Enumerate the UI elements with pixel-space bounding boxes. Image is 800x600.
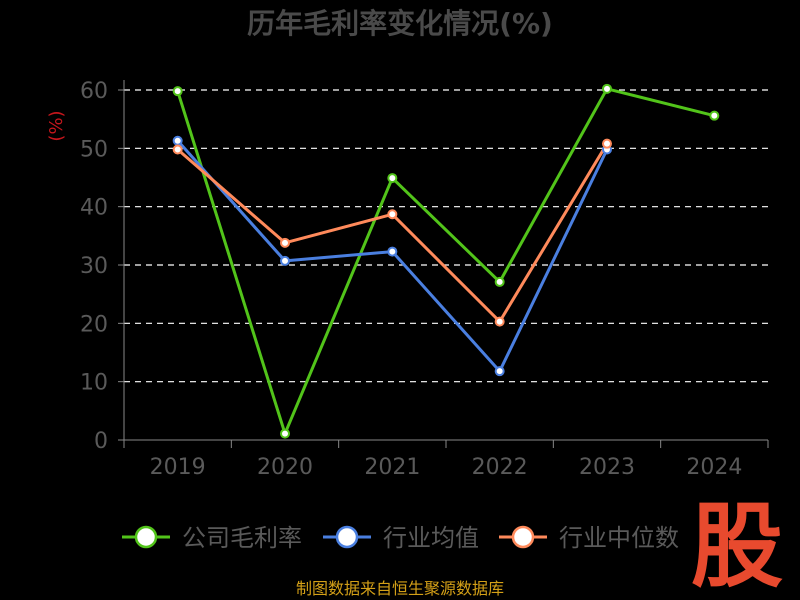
data-point[interactable] bbox=[387, 209, 398, 220]
legend: 公司毛利率 行业均值 行业中位数 bbox=[122, 524, 679, 552]
y-tick-label: 10 bbox=[80, 371, 108, 396]
legend-marker bbox=[134, 525, 158, 549]
data-point[interactable] bbox=[172, 86, 183, 97]
y-tick-label: 20 bbox=[80, 312, 108, 337]
data-point[interactable] bbox=[280, 428, 290, 439]
source-note: 制图数据来自恒生聚源数据库 bbox=[296, 579, 504, 598]
y-axis-label: (%) bbox=[46, 110, 67, 141]
legend-marker bbox=[335, 525, 359, 549]
y-tick-label: 40 bbox=[80, 196, 108, 221]
x-tick-label: 2023 bbox=[579, 455, 635, 480]
series-line-1 bbox=[176, 87, 715, 436]
y-tick-label: 30 bbox=[80, 254, 108, 279]
legend-marker bbox=[511, 525, 535, 549]
data-point[interactable] bbox=[494, 276, 505, 287]
data-point[interactable] bbox=[709, 110, 720, 121]
legend-label[interactable]: 公司毛利率 bbox=[182, 524, 302, 552]
y-tick-label: 0 bbox=[94, 429, 108, 454]
x-tick-label: 2020 bbox=[257, 455, 313, 480]
chart-title: 历年毛利率变化情况(%) bbox=[247, 7, 553, 40]
axes bbox=[118, 80, 769, 448]
data-point[interactable] bbox=[387, 246, 398, 257]
data-point[interactable] bbox=[172, 144, 183, 155]
x-tick-label: 2019 bbox=[150, 455, 206, 480]
data-point[interactable] bbox=[280, 255, 290, 266]
data-points bbox=[172, 83, 720, 439]
data-point[interactable] bbox=[602, 83, 612, 94]
legend-label[interactable]: 行业中位数 bbox=[559, 524, 679, 552]
legend-label[interactable]: 行业均值 bbox=[383, 524, 479, 552]
y-tick-label: 50 bbox=[80, 137, 108, 162]
y-tick-label: 60 bbox=[80, 79, 108, 104]
data-point[interactable] bbox=[494, 316, 505, 327]
x-tick-label: 2024 bbox=[686, 455, 742, 480]
tick-labels: 0 10 20 30 40 50 60 2019 2020 2021 2022 2023 2024 bbox=[80, 79, 742, 480]
data-point[interactable] bbox=[387, 173, 398, 184]
x-tick-label: 2022 bbox=[472, 455, 528, 480]
data-point[interactable] bbox=[602, 138, 612, 149]
data-point[interactable] bbox=[172, 135, 183, 146]
grid-lines bbox=[124, 89, 768, 383]
data-point[interactable] bbox=[280, 237, 290, 248]
x-tick-label: 2021 bbox=[364, 455, 420, 480]
watermark-logo: 股 bbox=[691, 493, 783, 600]
data-point[interactable] bbox=[494, 366, 505, 377]
